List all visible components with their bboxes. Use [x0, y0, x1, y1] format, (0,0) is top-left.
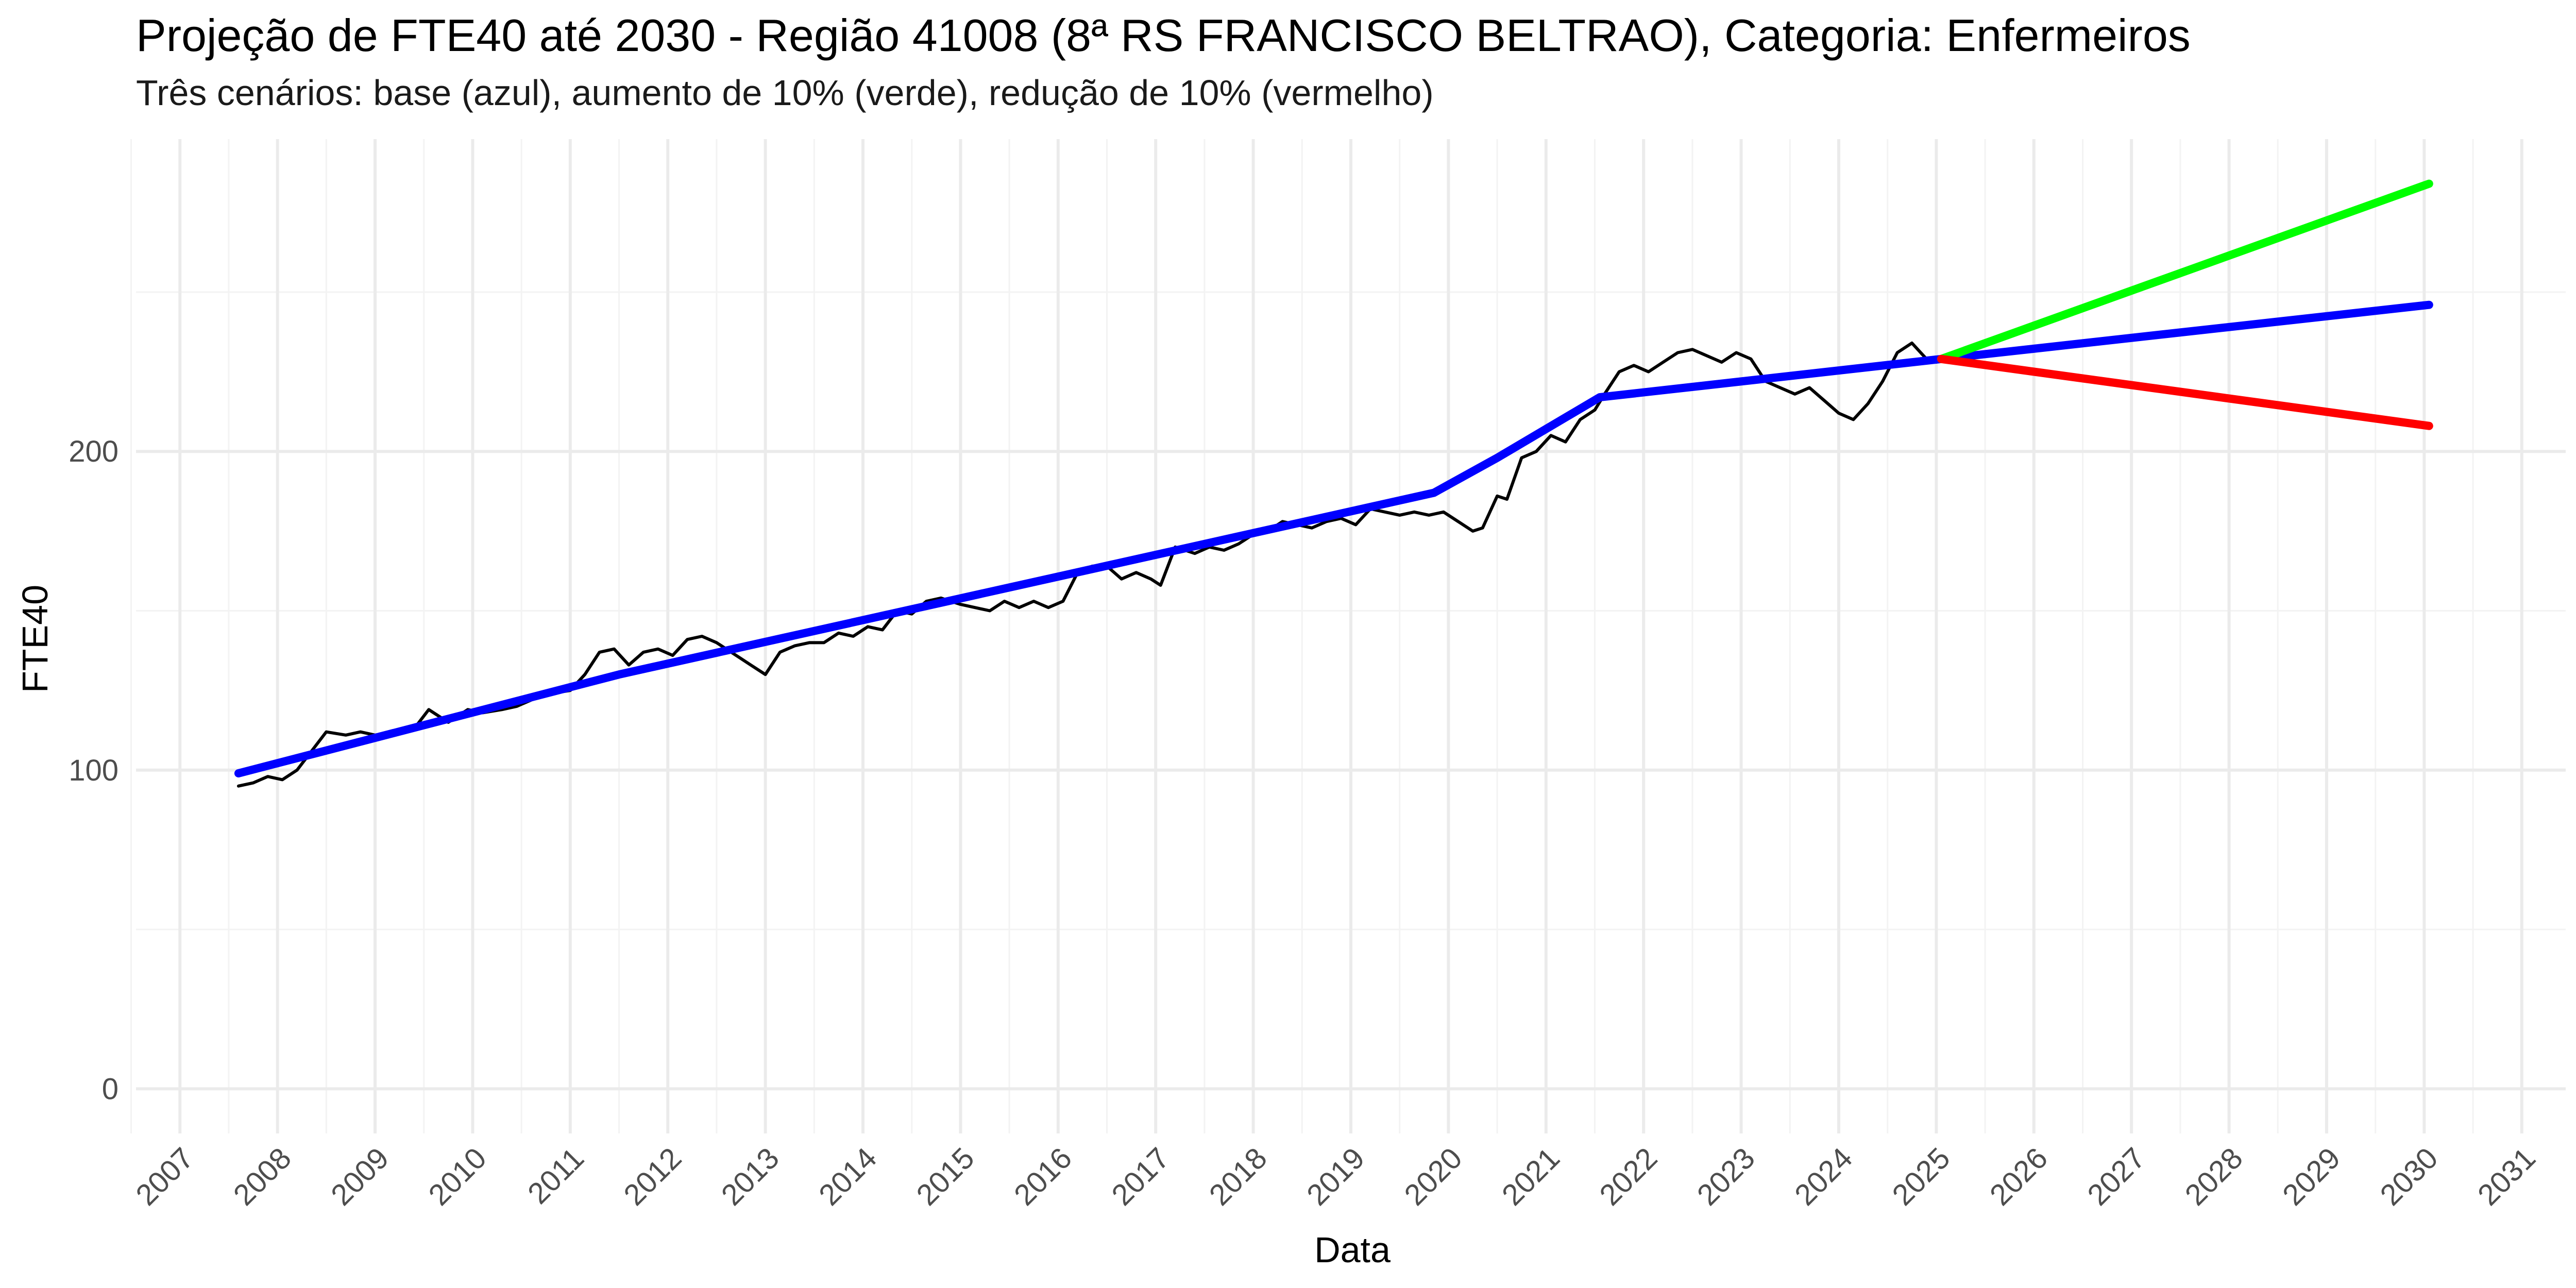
series-line-2 — [1937, 179, 2433, 363]
x-tick-label: 2031 — [2471, 1141, 2542, 1212]
y-axis-title: FTE40 — [15, 585, 55, 693]
x-tick-label: 2013 — [715, 1141, 786, 1212]
chart-subtitle: Três cenários: base (azul), aumento de 1… — [136, 73, 1434, 113]
x-tick-label: 2026 — [1984, 1141, 2054, 1212]
x-tick-label: 2012 — [617, 1141, 688, 1212]
x-tick-label: 2014 — [812, 1141, 883, 1212]
x-tick-label: 2021 — [1496, 1141, 1566, 1212]
x-tick-label: 2019 — [1300, 1141, 1371, 1212]
x-tick-label: 2022 — [1593, 1141, 1664, 1212]
x-tick-label: 2008 — [227, 1141, 298, 1212]
x-tick-label: 2007 — [129, 1141, 200, 1212]
x-tick-label: 2028 — [2179, 1141, 2249, 1212]
x-tick-label: 2017 — [1105, 1141, 1176, 1212]
x-tick-label: 2029 — [2276, 1141, 2347, 1212]
series-line-0 — [236, 341, 1938, 788]
x-tick-label: 2020 — [1398, 1141, 1468, 1212]
x-tick-label: 2011 — [521, 1141, 590, 1210]
series-layer — [234, 179, 2433, 788]
y-tick-label: 200 — [69, 435, 118, 468]
series-line-1 — [234, 300, 2433, 777]
x-tick-label: 2025 — [1886, 1141, 1956, 1212]
y-tick-label: 100 — [69, 754, 118, 787]
x-tick-label: 2030 — [2374, 1141, 2444, 1212]
major-gridlines — [136, 139, 2566, 1133]
x-tick-label: 2015 — [910, 1141, 980, 1212]
y-tick-label: 0 — [102, 1072, 118, 1106]
x-tick-label: 2023 — [1691, 1141, 1761, 1212]
y-axis-ticks: 0 100 200 — [69, 435, 118, 1106]
minor-gridlines — [130, 139, 2566, 1133]
x-axis-title: Data — [1314, 1230, 1391, 1270]
chart-title: Projeção de FTE40 até 2030 - Região 4100… — [136, 10, 2191, 61]
series-line-3 — [1937, 354, 2433, 430]
x-tick-label: 2027 — [2081, 1141, 2151, 1212]
x-axis-ticks: 2007 2008 2009 2010 2011 2012 2013 2014 2015 2016… — [129, 1141, 2542, 1212]
x-tick-label: 2009 — [325, 1141, 395, 1212]
x-tick-label: 2024 — [1788, 1141, 1859, 1212]
x-tick-label: 2010 — [422, 1141, 493, 1212]
x-tick-label: 2016 — [1008, 1141, 1078, 1212]
x-tick-label: 2018 — [1203, 1141, 1274, 1212]
